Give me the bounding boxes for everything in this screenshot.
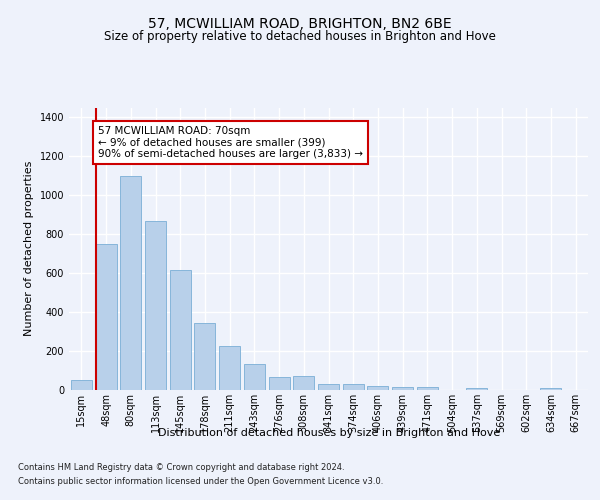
Bar (219, 346, 240, 390)
Text: Contains HM Land Registry data © Crown copyright and database right 2024.: Contains HM Land Registry data © Crown c… (18, 464, 344, 472)
Bar (343, 384, 364, 390)
Bar (170, 270, 191, 390)
Bar (194, 323, 215, 390)
Bar (145, 222, 166, 390)
Text: Distribution of detached houses by size in Brighton and Hove: Distribution of detached houses by size … (158, 428, 500, 438)
Bar (269, 378, 290, 390)
Bar (417, 387, 438, 390)
Bar (71, 380, 92, 390)
Y-axis label: Number of detached properties: Number of detached properties (24, 161, 34, 336)
Bar (541, 388, 562, 390)
Bar (367, 386, 388, 390)
Bar (293, 376, 314, 390)
Text: Contains public sector information licensed under the Open Government Licence v3: Contains public sector information licen… (18, 477, 383, 486)
Text: 57 MCWILLIAM ROAD: 70sqm
← 9% of detached houses are smaller (399)
90% of semi-d: 57 MCWILLIAM ROAD: 70sqm ← 9% of detache… (98, 126, 363, 159)
Bar (318, 384, 339, 390)
Text: 57, MCWILLIAM ROAD, BRIGHTON, BN2 6BE: 57, MCWILLIAM ROAD, BRIGHTON, BN2 6BE (148, 18, 452, 32)
Bar (392, 387, 413, 390)
Bar (120, 176, 141, 390)
Bar (244, 364, 265, 390)
Bar (95, 244, 116, 390)
Bar (466, 388, 487, 390)
Text: Size of property relative to detached houses in Brighton and Hove: Size of property relative to detached ho… (104, 30, 496, 43)
